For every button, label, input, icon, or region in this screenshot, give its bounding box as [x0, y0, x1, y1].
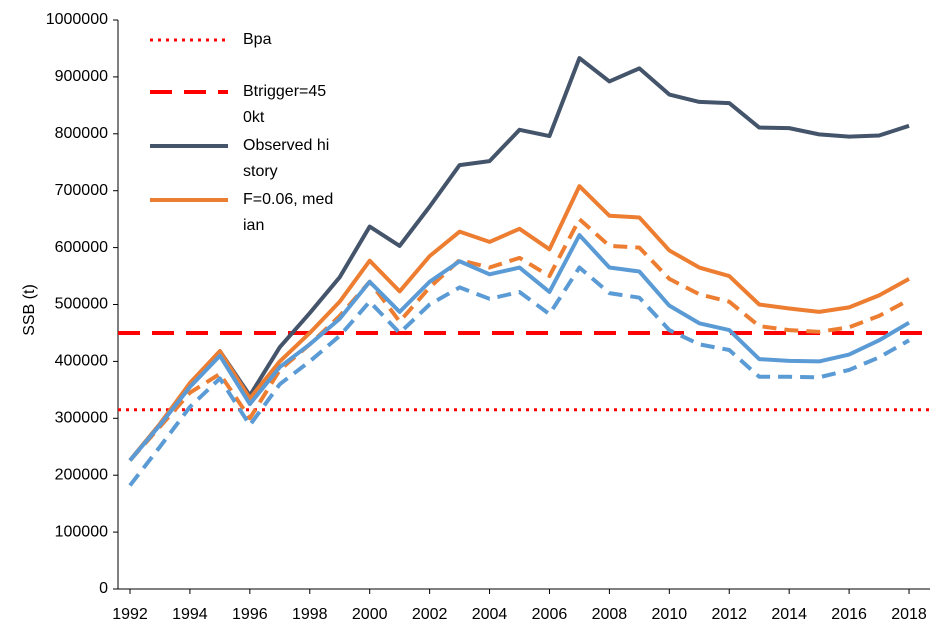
x-tick-label: 2008: [592, 606, 628, 623]
y-tick-label: 900000: [55, 68, 108, 85]
series-line: [128, 217, 910, 462]
series-line: [128, 233, 911, 462]
x-tick-label: 2006: [532, 606, 568, 623]
x-tick-label: 2004: [472, 606, 508, 623]
x-tick-label: 1996: [232, 606, 268, 623]
x-tick-label: 2018: [891, 606, 927, 623]
y-tick-label: 400000: [55, 353, 108, 370]
x-tick-label: 2010: [652, 606, 688, 623]
legend-label: Bpa: [243, 31, 272, 48]
x-tick-label: 2012: [711, 606, 747, 623]
series-line: [128, 184, 910, 462]
series-line: [128, 265, 911, 487]
x-tick-label: 2016: [831, 606, 867, 623]
x-tick-label: 2002: [412, 606, 448, 623]
y-tick-label: 600000: [55, 239, 108, 256]
legend-label: F=0.06, median: [243, 191, 334, 234]
y-tick-label: 1000000: [46, 11, 108, 28]
y-tick-label: 300000: [55, 410, 108, 427]
y-tick-label: 100000: [55, 523, 108, 540]
legend-label: Observed history: [243, 137, 330, 180]
y-tick-label: 200000: [55, 466, 108, 483]
x-tick-label: 1994: [172, 606, 208, 623]
y-axis-label: SSB (t): [21, 284, 38, 336]
y-tick-label: 0: [99, 580, 108, 597]
x-tick-label: 1992: [112, 606, 148, 623]
y-tick-label: 700000: [55, 182, 108, 199]
y-tick-label: 800000: [55, 125, 108, 142]
x-tick-label: 2000: [352, 606, 388, 623]
y-tick-label: 500000: [55, 296, 108, 313]
series-line: [128, 56, 910, 462]
x-tick-label: 2014: [771, 606, 807, 623]
legend-label: Btrigger=450kt: [243, 83, 327, 126]
x-tick-label: 1998: [292, 606, 328, 623]
